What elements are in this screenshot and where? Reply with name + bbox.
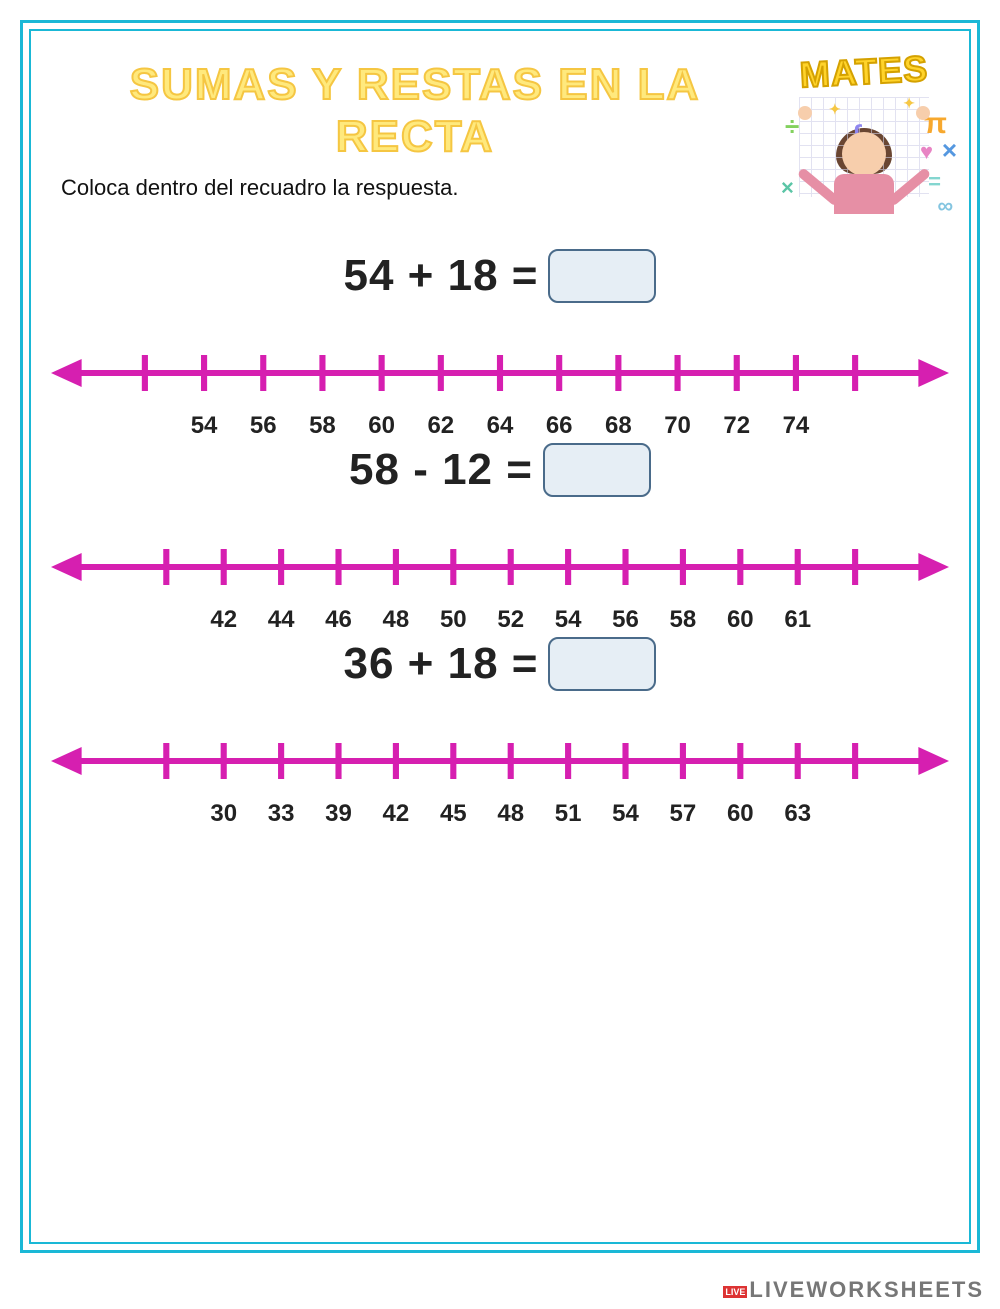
problem: 36 + 18 = 3033394245485154576063 [51,637,949,791]
page-title: SUMAS Y RESTAS EN LA RECTA [51,59,779,163]
number-line-label: 44 [254,606,308,634]
number-line-label: 52 [484,606,538,634]
number-line-label: 42 [197,606,251,634]
inner-frame: SUMAS Y RESTAS EN LA RECTA Coloca dentro… [29,29,971,1244]
number-line-label: 54 [177,412,231,440]
multiply-icon: × [781,175,794,201]
number-line-label: 72 [710,412,764,440]
number-line-label: 45 [426,800,480,828]
number-line: 3033394245485154576063 [51,731,949,791]
equals-icon: = [928,169,941,195]
number-line-label: 63 [771,800,825,828]
sparkle-icon: ✦ [903,95,915,112]
number-line-label: 58 [295,412,349,440]
number-line-label: 48 [369,606,423,634]
number-line-labels: 4244464850525456586061 [51,602,949,632]
equation-row: 58 - 12 = [51,443,949,497]
instruction-text: Coloca dentro del recuadro la respuesta. [61,175,779,201]
number-line-label: 60 [713,800,767,828]
answer-input[interactable] [543,443,651,497]
teacher-illustration: ÷ π ∫ × × ♥ = ∞ ✦ ✦ [779,89,949,219]
problem: 58 - 12 = 4244464850525456586061 [51,443,949,597]
divide-icon: ÷ [785,111,799,142]
mates-block: MATES ÷ π ∫ × × ♥ = ∞ ✦ ✦ [779,51,949,219]
problems-list: 54 + 18 =545658606264666870727458 - 12 =… [51,219,949,791]
number-line: 4244464850525456586061 [51,537,949,597]
number-line-label: 30 [197,800,251,828]
number-line-label: 60 [713,606,767,634]
heart-icon: ♥ [920,139,933,165]
header: SUMAS Y RESTAS EN LA RECTA Coloca dentro… [51,51,949,219]
number-line-label: 50 [426,606,480,634]
multiply-icon: × [942,135,957,166]
number-line-label: 46 [312,606,366,634]
number-line-label: 56 [599,606,653,634]
equation-text: 58 - 12 = [349,445,533,495]
equation-text: 54 + 18 = [344,251,539,301]
number-line-label: 61 [771,606,825,634]
problem: 54 + 18 = 5456586062646668707274 [51,249,949,403]
equation-row: 36 + 18 = [51,637,949,691]
number-line-label: 66 [532,412,586,440]
number-line-label: 57 [656,800,710,828]
number-line: 5456586062646668707274 [51,343,949,403]
infinity-icon: ∞ [937,193,953,219]
number-line-labels: 3033394245485154576063 [51,796,949,826]
sparkle-icon: ✦ [829,101,841,118]
watermark-text: LIVEWORKSHEETS [749,1277,984,1302]
number-line-label: 58 [656,606,710,634]
number-line-label: 64 [473,412,527,440]
watermark: LIVELIVEWORKSHEETS [0,1273,1000,1309]
answer-input[interactable] [548,249,656,303]
number-line-labels: 5456586062646668707274 [51,408,949,438]
number-line-label: 42 [369,800,423,828]
answer-input[interactable] [548,637,656,691]
number-line-label: 33 [254,800,308,828]
number-line-label: 51 [541,800,595,828]
outer-frame: SUMAS Y RESTAS EN LA RECTA Coloca dentro… [20,20,980,1253]
number-line-label: 68 [591,412,645,440]
number-line-label: 70 [651,412,705,440]
number-line-label: 56 [236,412,290,440]
number-line-label: 62 [414,412,468,440]
number-line-label: 54 [541,606,595,634]
number-line-label: 54 [599,800,653,828]
equation-text: 36 + 18 = [344,639,539,689]
number-line-label: 60 [355,412,409,440]
number-line-label: 39 [312,800,366,828]
number-line-label: 74 [769,412,823,440]
watermark-tag: LIVE [723,1286,747,1298]
equation-row: 54 + 18 = [51,249,949,303]
number-line-label: 48 [484,800,538,828]
